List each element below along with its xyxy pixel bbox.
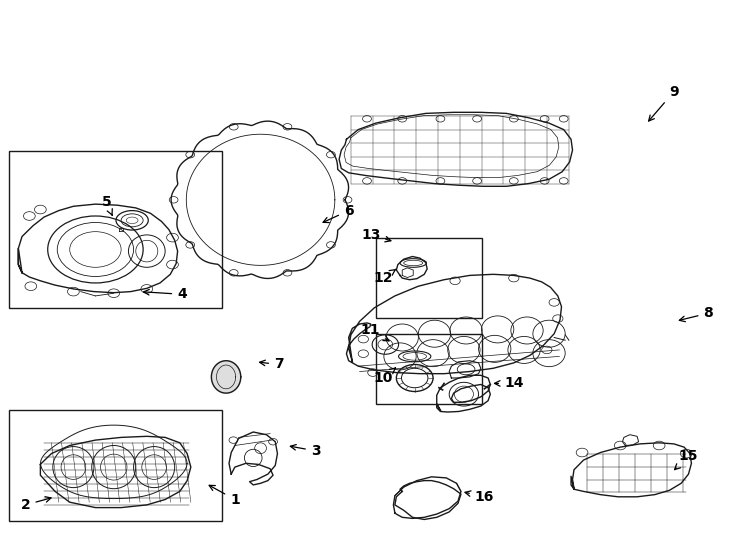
Text: 11: 11 [361,323,389,341]
Bar [9,410,222,521]
Bar [9,151,222,308]
Text: 6: 6 [323,204,354,222]
Text: 16: 16 [465,490,494,504]
Text: 3: 3 [291,444,321,458]
Text: 8: 8 [680,306,713,322]
Text: 2: 2 [21,497,51,512]
Text: 4: 4 [144,287,187,301]
Text: 12: 12 [374,269,396,285]
Text: 10: 10 [374,368,396,385]
Text: 15: 15 [675,449,698,470]
Text: 5: 5 [101,195,112,215]
Text: 9: 9 [649,85,679,121]
Text: 14: 14 [495,376,523,390]
Polygon shape [211,361,241,393]
Text: 13: 13 [361,228,391,242]
Bar [376,238,482,318]
Text: 7: 7 [260,357,284,372]
Bar [376,334,482,404]
Text: 1: 1 [209,485,240,507]
